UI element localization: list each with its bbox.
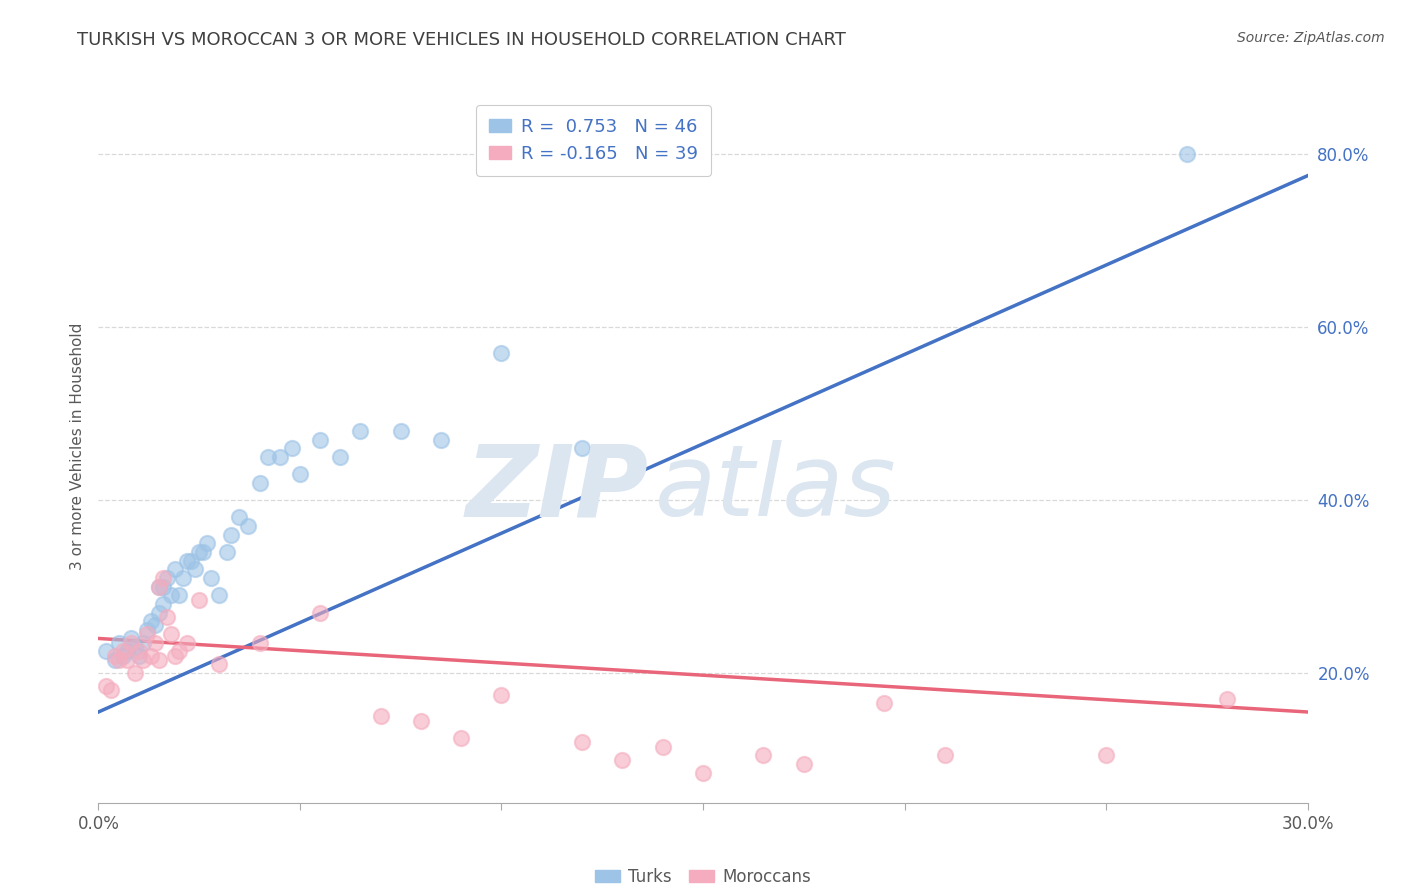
- Point: [143, 618, 166, 632]
- Point: [124, 640, 146, 654]
- Point: [612, 753, 634, 767]
- Point: [329, 450, 352, 464]
- Text: ZIP: ZIP: [465, 441, 648, 537]
- Point: [188, 545, 211, 559]
- Point: [349, 424, 371, 438]
- Point: [228, 510, 250, 524]
- Point: [180, 553, 202, 567]
- Legend: Turks, Moroccans: Turks, Moroccans: [589, 861, 817, 892]
- Point: [143, 636, 166, 650]
- Point: [103, 648, 125, 663]
- Point: [176, 553, 198, 567]
- Point: [124, 666, 146, 681]
- Point: [100, 683, 122, 698]
- Point: [309, 433, 332, 447]
- Point: [156, 571, 179, 585]
- Point: [167, 644, 190, 658]
- Point: [107, 653, 129, 667]
- Point: [195, 536, 218, 550]
- Point: [132, 653, 155, 667]
- Point: [135, 623, 157, 637]
- Point: [1095, 748, 1118, 763]
- Point: [1216, 692, 1239, 706]
- Point: [128, 648, 150, 663]
- Point: [139, 614, 162, 628]
- Text: atlas: atlas: [655, 441, 896, 537]
- Point: [148, 580, 170, 594]
- Point: [176, 636, 198, 650]
- Point: [111, 648, 134, 663]
- Point: [152, 571, 174, 585]
- Point: [221, 527, 243, 541]
- Point: [491, 688, 513, 702]
- Point: [111, 644, 134, 658]
- Y-axis label: 3 or more Vehicles in Household: 3 or more Vehicles in Household: [69, 322, 84, 570]
- Point: [873, 696, 896, 710]
- Point: [120, 636, 142, 650]
- Point: [793, 756, 815, 771]
- Point: [571, 441, 593, 455]
- Point: [115, 653, 138, 667]
- Point: [103, 653, 125, 667]
- Point: [115, 644, 138, 658]
- Point: [200, 571, 222, 585]
- Point: [692, 765, 714, 780]
- Point: [167, 588, 190, 602]
- Point: [288, 467, 311, 482]
- Point: [217, 545, 239, 559]
- Point: [389, 424, 412, 438]
- Point: [148, 580, 170, 594]
- Point: [193, 545, 215, 559]
- Point: [409, 714, 432, 728]
- Point: [491, 346, 513, 360]
- Point: [208, 657, 231, 672]
- Point: [107, 636, 129, 650]
- Point: [132, 636, 155, 650]
- Point: [188, 592, 211, 607]
- Point: [1175, 147, 1198, 161]
- Point: [152, 580, 174, 594]
- Point: [148, 606, 170, 620]
- Point: [163, 562, 186, 576]
- Point: [309, 606, 332, 620]
- Point: [163, 648, 186, 663]
- Point: [148, 653, 170, 667]
- Point: [934, 748, 956, 763]
- Point: [208, 588, 231, 602]
- Point: [651, 739, 673, 754]
- Point: [172, 571, 194, 585]
- Point: [135, 627, 157, 641]
- Point: [128, 644, 150, 658]
- Point: [752, 748, 775, 763]
- Point: [249, 636, 271, 650]
- Point: [450, 731, 472, 745]
- Point: [370, 709, 392, 723]
- Point: [571, 735, 593, 749]
- Point: [430, 433, 453, 447]
- Point: [160, 627, 183, 641]
- Point: [236, 519, 259, 533]
- Point: [184, 562, 207, 576]
- Point: [156, 610, 179, 624]
- Point: [120, 632, 142, 646]
- Point: [269, 450, 291, 464]
- Point: [96, 644, 118, 658]
- Text: Source: ZipAtlas.com: Source: ZipAtlas.com: [1237, 31, 1385, 45]
- Point: [160, 588, 183, 602]
- Point: [281, 441, 304, 455]
- Point: [152, 597, 174, 611]
- Point: [249, 475, 271, 490]
- Text: TURKISH VS MOROCCAN 3 OR MORE VEHICLES IN HOUSEHOLD CORRELATION CHART: TURKISH VS MOROCCAN 3 OR MORE VEHICLES I…: [77, 31, 846, 49]
- Point: [96, 679, 118, 693]
- Point: [139, 648, 162, 663]
- Point: [256, 450, 278, 464]
